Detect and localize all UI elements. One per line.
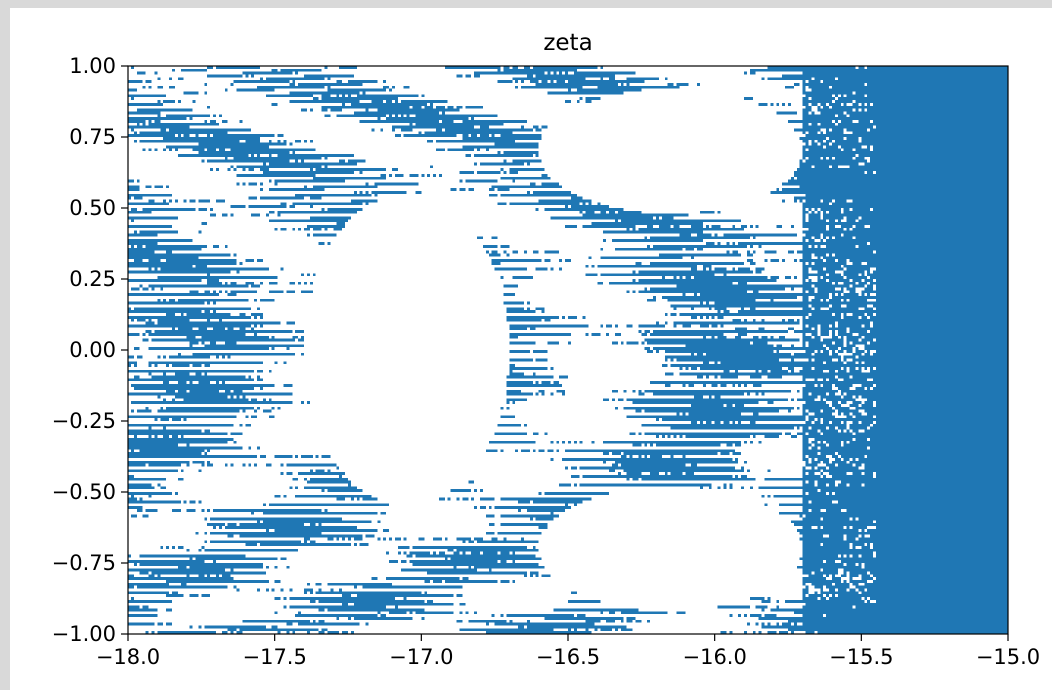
x-tick-label: −17.0 bbox=[389, 645, 453, 669]
x-tick-label: −16.0 bbox=[682, 645, 746, 669]
x-tick-label: −17.5 bbox=[242, 645, 306, 669]
x-tick-label: −15.5 bbox=[829, 645, 893, 669]
fractal-image bbox=[128, 66, 1008, 634]
y-tick-label: 0.25 bbox=[69, 267, 116, 291]
x-tick-label: −18.0 bbox=[96, 645, 160, 669]
y-axis: 1.00 0.75 0.50 0.25 0.00 −0.25 −0.50 −0.75 −1.00 bbox=[52, 54, 128, 646]
y-tick-label: −0.25 bbox=[52, 409, 116, 433]
y-tick-label: −0.50 bbox=[52, 480, 116, 504]
x-tick-label: −15.0 bbox=[976, 645, 1040, 669]
x-axis: −18.0 −17.5 −17.0 −16.5 −16.0 −15.5 −15.0 bbox=[96, 634, 1040, 669]
fractal-mask bbox=[128, 66, 1008, 634]
y-tick-label: 0.00 bbox=[69, 338, 116, 362]
y-tick-label: 0.50 bbox=[69, 196, 116, 220]
chart-title: zeta bbox=[543, 30, 592, 56]
figure: zeta −18.0 −17.5 −17.0 −16.5 −16.0 −15.5 −15.0… bbox=[10, 8, 1052, 690]
y-tick-label: 0.75 bbox=[69, 125, 116, 149]
y-tick-label: −0.75 bbox=[52, 551, 116, 575]
y-tick-label: 1.00 bbox=[69, 54, 116, 78]
x-tick-label: −16.5 bbox=[536, 645, 600, 669]
zeta-chart: zeta −18.0 −17.5 −17.0 −16.5 −16.0 −15.5 −15.0… bbox=[52, 30, 1041, 669]
y-tick-label: −1.00 bbox=[52, 622, 116, 646]
